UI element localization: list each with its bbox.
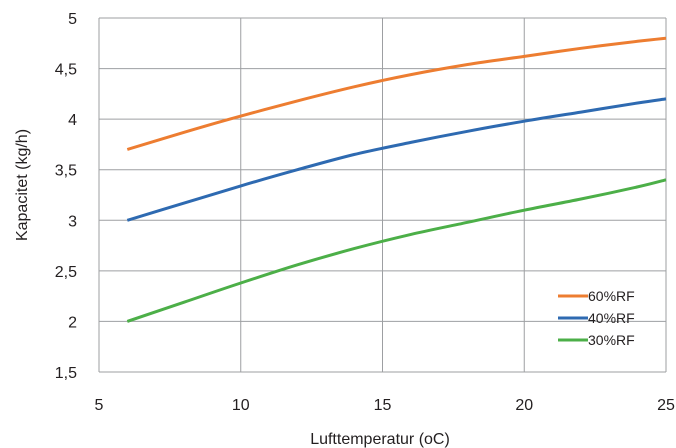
y-tick-label: 2 — [68, 314, 77, 331]
y-tick-label: 3 — [68, 213, 77, 230]
x-tick-label: 10 — [232, 397, 250, 414]
legend-label: 60%RF — [588, 288, 635, 304]
series-line-60rf — [126, 36, 667, 151]
series-layer — [126, 36, 667, 323]
x-tick-label: 20 — [515, 397, 533, 414]
series-line-30rf — [126, 178, 667, 323]
legend: 60%RF 40%RF 30%RF — [558, 288, 635, 348]
series-line-40rf — [126, 97, 667, 222]
y-axis-title: Kapacitet (kg/h) — [14, 129, 31, 241]
x-axis-title: Lufttemperatur (oC) — [310, 431, 450, 448]
x-tick-label: 15 — [374, 397, 392, 414]
y-tick-label: 2,5 — [55, 264, 77, 281]
y-tick-label: 1,5 — [55, 365, 77, 382]
x-tick-label: 25 — [657, 397, 675, 414]
y-tick-label: 4,5 — [55, 62, 77, 79]
y-tick-labels: 1,5 2 2,5 3 3,5 4 4,5 5 — [55, 11, 77, 382]
y-tick-label: 5 — [68, 11, 77, 28]
y-tick-label: 3,5 — [55, 163, 77, 180]
x-tick-labels: 5 10 15 20 25 — [95, 397, 675, 414]
grid-layer — [98, 17, 667, 373]
legend-label: 30%RF — [588, 332, 635, 348]
x-tick-label: 5 — [95, 397, 104, 414]
legend-label: 40%RF — [588, 310, 635, 326]
y-tick-label: 4 — [68, 112, 77, 129]
